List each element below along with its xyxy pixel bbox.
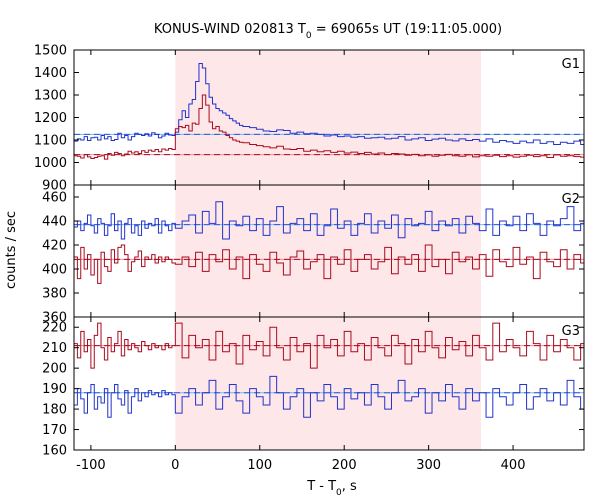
series-line-blue [74,63,584,145]
x-axis-label: T - T0, s [306,479,357,498]
y-tick-label: 180 [42,403,67,418]
y-tick-label: 1300 [34,89,67,104]
y-tick-label: 170 [42,423,67,438]
y-tick-label: 360 [42,311,67,326]
y-tick-label: 160 [42,444,67,459]
y-tick-label: 200 [42,362,67,377]
series-group [74,322,584,418]
y-tick-label: 190 [42,382,67,397]
x-tick-label: 300 [416,458,441,473]
shaded-interval [175,317,481,450]
y-tick-label: 1200 [34,111,67,126]
y-tick-label: 380 [42,287,67,302]
panel-label: G3 [562,324,580,339]
y-tick-label: 900 [42,179,67,194]
shaded-interval [175,50,481,185]
x-tick-label: 100 [247,458,272,473]
y-tick-label: 1500 [34,44,67,59]
y-tick-label: 1400 [34,66,67,81]
panel-frame [73,316,585,451]
panel-label: G2 [562,192,580,207]
x-tick-label: 200 [332,458,357,473]
y-tick-label: 1000 [34,156,67,171]
chart-panels: 900100011001200130014001500G136038040042… [34,44,585,473]
series-group [74,201,584,284]
shaded-interval [175,185,481,317]
chart-title: KONUS-WIND 020813 T0 = 69065s UT (19:11:… [154,22,502,41]
series-line-blue [74,201,584,240]
x-tick-label: 0 [171,458,179,473]
y-tick-label: 400 [42,263,67,278]
y-tick-label: 420 [42,239,67,254]
x-tick-label: 400 [501,458,526,473]
panel-g3: 160 170 180 190 200 210 220 G3 [42,316,585,459]
y-tick-label: 210 [42,341,67,356]
series-line-blue [74,375,584,418]
series-line-red [74,322,584,369]
x-tick-label: -100 [76,458,106,473]
y-tick-label: 440 [42,215,67,230]
panel-label: G1 [562,57,580,72]
series-line-red [74,94,584,160]
panel-g1: 900 1000 1100 1200 1300 1400 1500 G1 [34,44,585,194]
y-tick-label: 220 [42,321,67,336]
y-tick-label: 1100 [34,134,67,149]
y-tick-label: 460 [42,191,67,206]
series-line-red [74,244,584,284]
y-axis-label: counts / sec [4,211,19,289]
series-group [74,63,584,160]
